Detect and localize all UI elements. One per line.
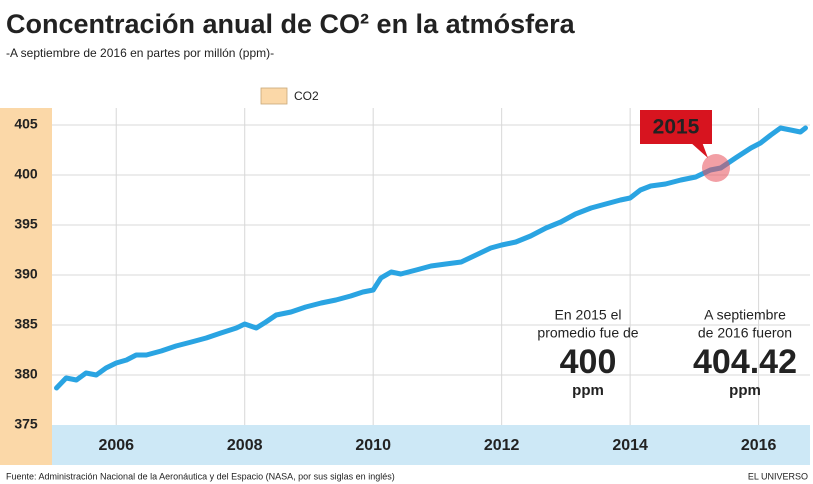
x-tick-label: 2012: [484, 437, 520, 454]
annotation-value: 400: [560, 343, 617, 381]
callout-pointer: [690, 142, 708, 158]
y-tick-label: 395: [14, 216, 38, 232]
chart-title: Concentración anual de CO² en la atmósfe…: [6, 9, 576, 39]
y-tick-label: 385: [14, 316, 38, 332]
grid: [52, 108, 810, 425]
annotation-text: promedio fue de: [537, 325, 638, 341]
annotation-unit: ppm: [572, 382, 604, 399]
x-axis-band: [52, 425, 810, 465]
marks: [54, 125, 808, 391]
annotation-value: 404.42: [693, 343, 797, 381]
data-line: [54, 125, 808, 391]
chart-subtitle: -A septiembre de 2016 en partes por mill…: [6, 46, 274, 60]
highlight: [702, 154, 730, 182]
x-tick-label: 2006: [98, 437, 134, 454]
callout-box: [640, 110, 712, 144]
y-axis-band: [0, 108, 52, 465]
y-tick-label: 380: [14, 366, 38, 382]
x-tick-label: 2014: [612, 437, 648, 454]
x-tick-label: 2016: [741, 437, 777, 454]
y-tick-label: 405: [14, 116, 38, 132]
x-tick-label: 2010: [355, 437, 391, 454]
y-tick-label: 375: [14, 416, 38, 432]
y-tick-label: 400: [14, 166, 38, 182]
annotation-unit: ppm: [729, 382, 761, 399]
source: Fuente: Administración Nacional de la Ae…: [6, 471, 395, 481]
annotation-text: En 2015 el: [555, 307, 622, 323]
legend-label: CO2: [294, 89, 319, 103]
callout-label: 2015: [653, 116, 700, 139]
annotation-text: A septiembre: [704, 307, 786, 323]
legend-swatch: [260, 87, 288, 105]
x-tick-label: 2008: [227, 437, 263, 454]
annotation-text: de 2016 fueron: [698, 325, 792, 341]
credit: EL UNIVERSO: [748, 471, 808, 481]
y-tick-label: 390: [14, 266, 38, 282]
labels: 375 380 385 390 395 400 405 2006 2008 2010 2012 201…: [14, 87, 797, 454]
